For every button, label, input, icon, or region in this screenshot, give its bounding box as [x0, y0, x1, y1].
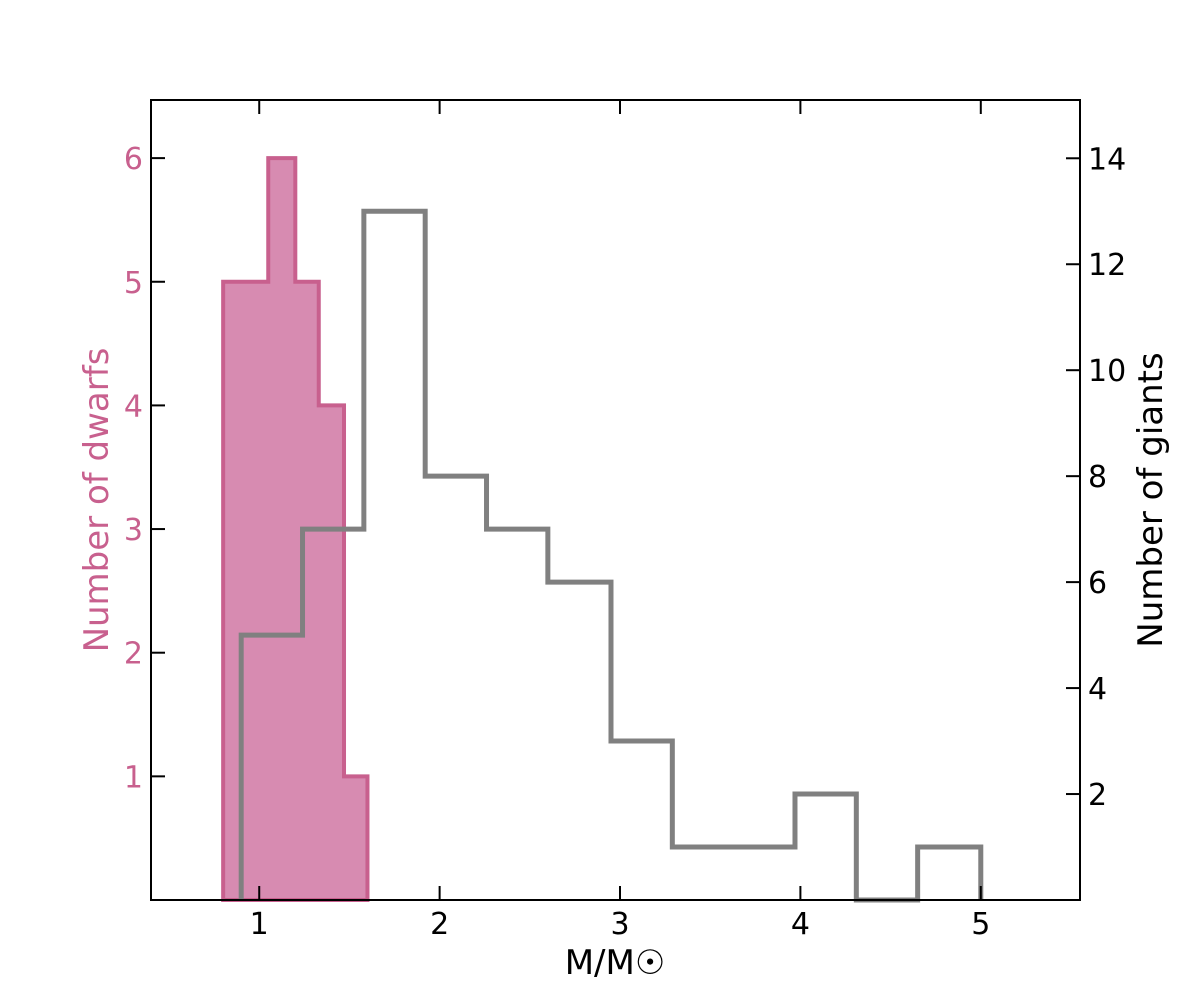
left-y-tick-label: 2 [124, 637, 143, 672]
left-y-tick-label: 4 [124, 389, 143, 424]
x-tick-label: 3 [610, 907, 629, 942]
right-y-tick-label: 2 [1088, 778, 1107, 813]
right-y-tick-label: 4 [1088, 672, 1107, 707]
x-tick-label: 2 [430, 907, 449, 942]
x-axis-label: M/M☉ [565, 943, 666, 983]
x-tick-label: 4 [791, 907, 810, 942]
left-y-tick-label: 1 [124, 760, 143, 795]
left-y-tick-label: 5 [124, 266, 143, 301]
right-y-axis-ticks: 2 4 6 8 10 12 14 [1066, 142, 1126, 813]
series-layer [221, 156, 984, 903]
left-y-tick-label: 6 [124, 142, 143, 177]
x-tick-label: 5 [971, 907, 990, 942]
x-tick-label: 1 [250, 907, 269, 942]
left-y-axis-ticks: 1 2 3 4 5 6 [124, 142, 165, 795]
right-y-tick-label: 8 [1088, 460, 1107, 495]
plot-frame [150, 99, 1081, 901]
left-y-tick-label: 3 [124, 513, 143, 548]
left-y-axis-label: Number of dwarfs [77, 348, 117, 653]
x-axis-ticks: 1 2 3 4 5 [250, 100, 990, 942]
right-y-tick-label: 14 [1088, 142, 1126, 177]
right-y-tick-label: 6 [1088, 566, 1107, 601]
right-y-tick-label: 12 [1088, 248, 1126, 283]
dwarfs-histogram-series [221, 156, 370, 902]
right-y-tick-label: 10 [1088, 354, 1126, 389]
right-y-axis-label: Number of giants [1131, 352, 1171, 647]
